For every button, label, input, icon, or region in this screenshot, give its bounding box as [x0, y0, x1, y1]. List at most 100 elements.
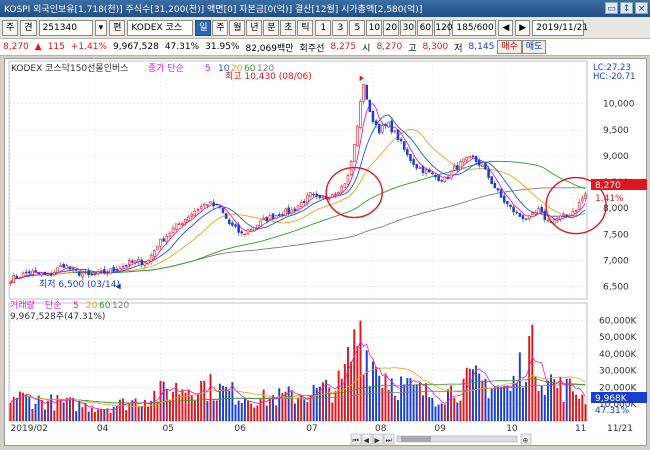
- interval-button[interactable]: 10: [366, 19, 383, 36]
- volume-bar: [112, 406, 115, 421]
- turnover-label: 회주선: [299, 43, 325, 54]
- next-page-icon[interactable]: ▶: [375, 437, 381, 445]
- title-bar: KOSPI 외국인보유[1,718(천)] 주식수[31,200(천)] 액면[…: [0, 0, 650, 17]
- volume-bar: [197, 393, 199, 421]
- interval-button[interactable]: 3: [332, 19, 349, 36]
- interval-button[interactable]: 60: [417, 19, 434, 36]
- candle: [393, 130, 397, 133]
- candle: [524, 218, 528, 220]
- next-page-button[interactable]: [372, 433, 384, 445]
- candle: [399, 138, 403, 142]
- volume-bar: [437, 404, 440, 421]
- volume-bar: [378, 375, 381, 421]
- volume-bar: [222, 385, 224, 421]
- first-page-button[interactable]: [350, 433, 362, 445]
- candle: [565, 214, 568, 217]
- volume-bar: [362, 374, 365, 421]
- candle: [168, 232, 172, 237]
- volume-bar: [300, 395, 303, 421]
- volume-bar: [272, 395, 274, 421]
- close-icon[interactable]: ×: [635, 2, 648, 14]
- candle: [371, 111, 375, 123]
- volume-bar: [128, 403, 131, 421]
- interval-button[interactable]: 120: [434, 19, 453, 36]
- last-page-icon[interactable]: ⏭: [386, 437, 393, 445]
- candle: [227, 219, 231, 225]
- volume-bar: [106, 408, 109, 421]
- scroll-track[interactable]: [396, 435, 518, 443]
- search-icon[interactable]: ▾: [94, 19, 108, 36]
- code-input[interactable]: 251340: [38, 19, 93, 36]
- prev-page-button[interactable]: [361, 433, 373, 445]
- volume-bar: [118, 399, 121, 421]
- candle: [449, 171, 453, 179]
- zoom-button[interactable]: [520, 433, 532, 445]
- ma-10-line: [10, 114, 586, 283]
- count-field[interactable]: 185/600: [452, 19, 497, 36]
- date-field[interactable]: 2019/11/21: [532, 19, 588, 36]
- edit-button[interactable]: 편: [109, 19, 126, 36]
- zoom-out-icon[interactable]: ◀: [498, 19, 514, 36]
- sell-button[interactable]: 매도: [521, 40, 547, 54]
- interval-button[interactable]: 5: [349, 19, 366, 36]
- buy-button[interactable]: 매수: [497, 40, 522, 54]
- candle: [9, 282, 12, 284]
- candle: [165, 235, 169, 243]
- volume-bar: [453, 397, 456, 421]
- last-page-button[interactable]: [383, 433, 395, 445]
- volume-bar: [328, 387, 331, 421]
- current-pct-text: 1.41%: [595, 194, 624, 204]
- date-axis-label: 05: [163, 424, 174, 434]
- period-tab[interactable]: 년: [246, 19, 263, 36]
- price-volume-chart[interactable]: KODEX 코스닥150선물인버스 종가 단순 5 10 20 60 120 거래량 단…: [5, 59, 648, 447]
- volume-bar: [287, 386, 290, 421]
- candle: [221, 208, 225, 213]
- max-marker-icon: [359, 75, 364, 82]
- volume-axis-label: 10,000K: [599, 400, 637, 410]
- volume-bar: [337, 370, 340, 421]
- pin-icon[interactable]: ↕: [620, 2, 633, 14]
- type-selector[interactable]: 주: [2, 19, 19, 36]
- period-tab[interactable]: 일: [195, 19, 212, 36]
- volume-bar: [484, 378, 487, 421]
- interval-button[interactable]: 30: [400, 19, 417, 36]
- candle: [302, 201, 306, 203]
- interval-button[interactable]: 20: [383, 19, 400, 36]
- period-tab[interactable]: 주: [212, 19, 229, 36]
- price-type-selector[interactable]: 견: [20, 19, 37, 36]
- zoom-icon[interactable]: ⊕: [523, 437, 529, 445]
- period-tab[interactable]: 초: [280, 19, 297, 36]
- candle: [477, 160, 481, 166]
- window-controls: ▭ ↕ ×: [605, 2, 648, 14]
- candle: [427, 169, 431, 173]
- candle: [243, 233, 247, 236]
- interval-button[interactable]: 1: [315, 19, 332, 36]
- candle: [412, 159, 415, 165]
- candle: [143, 261, 147, 266]
- volume-bar: [78, 401, 81, 421]
- zoom-in-icon[interactable]: ▶: [515, 19, 531, 36]
- candle: [437, 175, 440, 181]
- volume-bar: [228, 390, 231, 421]
- volume-panel[interactable]: [9, 320, 587, 421]
- restore-icon[interactable]: ▭: [605, 2, 618, 14]
- candle: [124, 265, 128, 267]
- volume-bar: [521, 387, 524, 421]
- candle: [87, 270, 90, 276]
- scroll-thumb[interactable]: [401, 436, 431, 442]
- period-tab[interactable]: 월: [229, 19, 246, 36]
- candle: [327, 197, 331, 200]
- prev-page-icon[interactable]: ◀: [364, 437, 370, 445]
- change-value: 115: [47, 42, 65, 52]
- candle: [499, 189, 503, 198]
- volume-bar: [509, 390, 512, 421]
- volume-bar: [347, 346, 349, 421]
- volume-bar: [203, 380, 206, 421]
- first-page-icon[interactable]: ⏮: [353, 437, 359, 445]
- period-tab[interactable]: 분: [263, 19, 280, 36]
- chart-scroll-controls[interactable]: ⏮ ◀ ▶ ⏭ ⊕: [350, 433, 532, 445]
- chart-area[interactable]: KODEX 코스닥150선물인버스 종가 단순 5 10 20 60 120 거래량 단…: [4, 58, 647, 446]
- period-tab[interactable]: 틱: [297, 19, 314, 36]
- candle: [24, 271, 28, 274]
- price-panel[interactable]: [9, 75, 607, 290]
